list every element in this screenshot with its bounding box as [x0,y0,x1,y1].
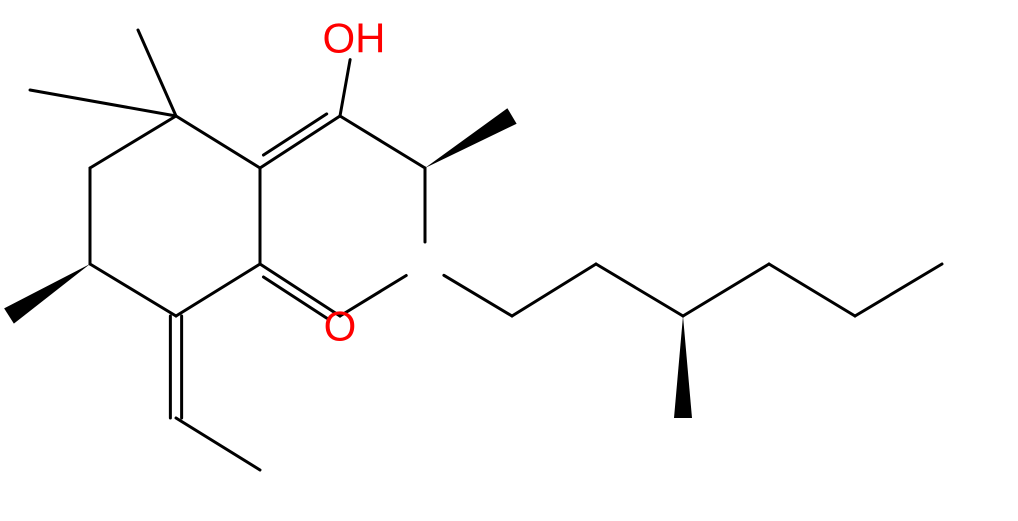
atom-label-oh: OH [323,15,386,62]
diagram-background [0,0,1018,521]
molecule-diagram: OH O [0,0,1018,521]
atom-label-o: O [324,303,357,350]
